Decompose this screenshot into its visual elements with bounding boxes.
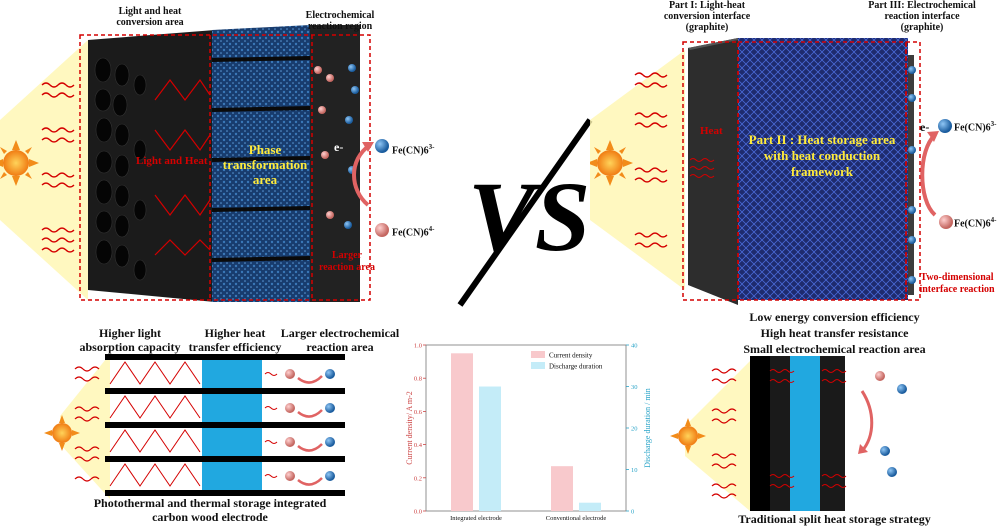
right-tick-label: 0 — [631, 509, 634, 516]
ion-fe4-icon — [375, 223, 389, 237]
fe4-right-formula: Fe(CN)6 — [954, 218, 991, 230]
graphite-slab — [688, 38, 738, 305]
right-tick-label: 10 — [631, 467, 638, 474]
left-tick-label: 0.6 — [414, 409, 423, 416]
right-bottom-panel: Low energy conversion efficiency High he… — [670, 308, 999, 527]
legend-swatch — [531, 362, 545, 369]
legend-swatch — [531, 351, 545, 358]
right-top-panel: Part I: Light-heat conversion interface … — [590, 0, 999, 330]
sun-icon-right — [590, 140, 633, 186]
left-tick-label: 0.4 — [414, 442, 423, 449]
part1-label: Part I: Light-heat conversion interface … — [663, 0, 751, 33]
phase-area-label: Phase transformation area — [222, 142, 308, 187]
vs-graphic: VS — [457, 118, 593, 307]
ion-fe3-icon — [375, 139, 389, 153]
fe4-charge: 4- — [428, 225, 435, 233]
fe4-formula: Fe(CN)6 — [392, 227, 429, 239]
fe3-label: Fe(CN)63- — [392, 143, 435, 156]
label-light-heat-area: Light and heat conversion area — [116, 6, 184, 28]
electrochemical-block — [310, 25, 360, 302]
bar-chart: Current density/ A m-2 Discharge duratio… — [400, 338, 660, 527]
label-electrochemical-region: Electrochemical reaction region — [305, 10, 375, 32]
fe3-right-formula: Fe(CN)6 — [954, 122, 991, 134]
right-tick-label: 20 — [631, 426, 638, 433]
legend-label: Discharge duration — [549, 363, 603, 371]
ion-fe4-right-icon — [939, 215, 953, 229]
ion-fe3-right-icon — [938, 119, 952, 133]
left-top-panel: Light and heat conversion area Electroch… — [0, 0, 435, 320]
left-tick-label: 0.2 — [414, 475, 422, 482]
light-beam-right — [590, 50, 685, 290]
heat-storage-area — [738, 38, 908, 300]
part3-label: Part III: Electrochemical reaction inter… — [868, 0, 976, 33]
fe4-right-charge: 4- — [990, 216, 997, 224]
fe4-right-label: Fe(CN)64- — [954, 216, 997, 229]
fe3-right-charge: 3- — [990, 120, 997, 128]
light-beam — [0, 40, 88, 300]
sun-icon-small — [670, 418, 706, 454]
bar-current-density — [551, 466, 573, 511]
two-dim-label: Two-dimensional interface reaction — [919, 272, 995, 295]
right-tick-label: 30 — [631, 384, 638, 391]
head-light-absorption: Higher light absorption capacity — [79, 326, 181, 354]
bar-chart-svg: Current density/ A m-2 Discharge duratio… — [405, 343, 652, 523]
integrated-caption: Photothermal and thermal storage integra… — [93, 496, 327, 524]
left-bottom-panel: Higher light absorption capacity Higher … — [0, 320, 410, 527]
integrated-electrode-diagram — [44, 354, 345, 499]
part2-label: Part II : Heat storage area with heat co… — [748, 132, 896, 179]
sun-icon — [0, 140, 39, 186]
drawback-1: Low energy conversion efficiency — [749, 310, 920, 324]
fe3-right-label: Fe(CN)63- — [954, 120, 997, 133]
chart-ylabel-right: Discharge duration / min — [643, 388, 652, 468]
fe3-formula: Fe(CN)6 — [392, 145, 429, 157]
left-tick-label: 0.0 — [414, 509, 422, 516]
sun-icon-bottom — [44, 415, 80, 451]
electron-right-label: e- — [920, 120, 930, 134]
vs-text: VS — [468, 161, 590, 272]
split-storage-diagram — [670, 356, 907, 511]
right-top-illustration — [590, 38, 953, 305]
heat-arrows-icon — [41, 82, 75, 253]
electron-label: e- — [334, 140, 344, 154]
left-top-illustration — [0, 25, 389, 302]
left-tick-label: 1.0 — [414, 343, 422, 350]
larger-reaction-label: Larger reaction area — [318, 250, 375, 273]
head-electrochemical-area: Larger electrochemical reaction area — [280, 326, 400, 354]
legend-label: Current density — [549, 352, 593, 360]
right-tick-label: 40 — [631, 343, 638, 350]
heat-label: Heat — [700, 125, 723, 137]
light-and-heat-label: Light and Heat — [136, 155, 208, 167]
fe3-charge: 3- — [428, 143, 435, 151]
left-tick-label: 0.8 — [414, 376, 422, 383]
drawback-3: Small electrochemical reaction area — [743, 342, 926, 356]
chart-ylabel-left: Current density/ A m-2 — [405, 391, 414, 465]
x-category-label: Integrated electrode — [450, 515, 502, 522]
drawback-2: High heat transfer resistance — [760, 326, 909, 340]
heat-arrows-right-icon — [634, 72, 668, 248]
bar-discharge-duration — [479, 386, 501, 511]
fe4-label: Fe(CN)64- — [392, 225, 435, 238]
bar-current-density — [451, 353, 473, 511]
split-strategy-caption: Traditional split heat storage strategy — [738, 512, 931, 526]
x-category-label: Conventional electrode — [546, 515, 607, 522]
head-heat-transfer: Higher heat transfer efficiency — [188, 326, 282, 354]
phase-area-block — [212, 25, 310, 302]
bar-discharge-duration — [579, 502, 601, 511]
